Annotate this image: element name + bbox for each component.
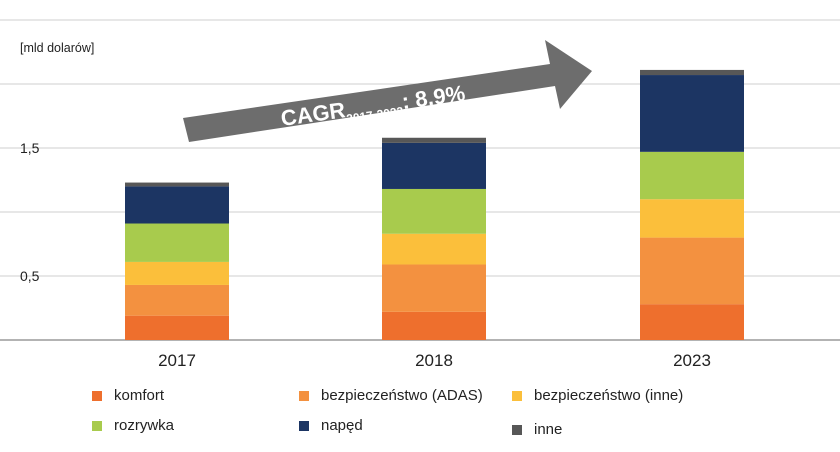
bar-segment-2023-3 <box>640 151 744 200</box>
bar-segment-2023-1 <box>640 237 744 305</box>
bar-segment-2023-5 <box>640 69 744 76</box>
category-label: 2023 <box>673 351 711 370</box>
bar-segment-2023-0 <box>640 304 744 340</box>
bars <box>125 69 744 340</box>
category-label: 2018 <box>415 351 453 370</box>
bar-segment-2018-3 <box>382 188 486 234</box>
cagr-label: CAGR2017-2023: 8.9% <box>279 80 467 135</box>
bar-segment-2018-4 <box>382 142 486 189</box>
cagr-arrow-shape <box>183 40 592 142</box>
bar-segment-2023-4 <box>640 75 744 152</box>
category-labels: 2017 2018 2023 <box>158 351 711 370</box>
bar-segment-2018-1 <box>382 264 486 312</box>
bar-segment-2017-3 <box>125 223 229 262</box>
bar-segment-2017-1 <box>125 284 229 316</box>
bar-segment-2017-2 <box>125 261 229 285</box>
bar-segment-2018-2 <box>382 233 486 265</box>
bar-segment-2017-0 <box>125 315 229 340</box>
bar-segment-2018-5 <box>382 137 486 143</box>
category-label: 2017 <box>158 351 196 370</box>
cagr-main: CAGR <box>279 97 347 131</box>
bar-segment-2018-0 <box>382 311 486 340</box>
y-axis-label: [mld dolarów] <box>20 41 94 55</box>
y-tick-label: 1,5 <box>20 140 40 156</box>
y-axis-ticks: 0,5 1,5 <box>20 140 40 284</box>
bar-segment-2023-2 <box>640 199 744 238</box>
y-tick-label: 0,5 <box>20 268 40 284</box>
bar-segment-2017-4 <box>125 186 229 224</box>
cagr-arrow: CAGR2017-2023: 8.9% <box>183 40 592 142</box>
bar-segment-2017-5 <box>125 182 229 187</box>
